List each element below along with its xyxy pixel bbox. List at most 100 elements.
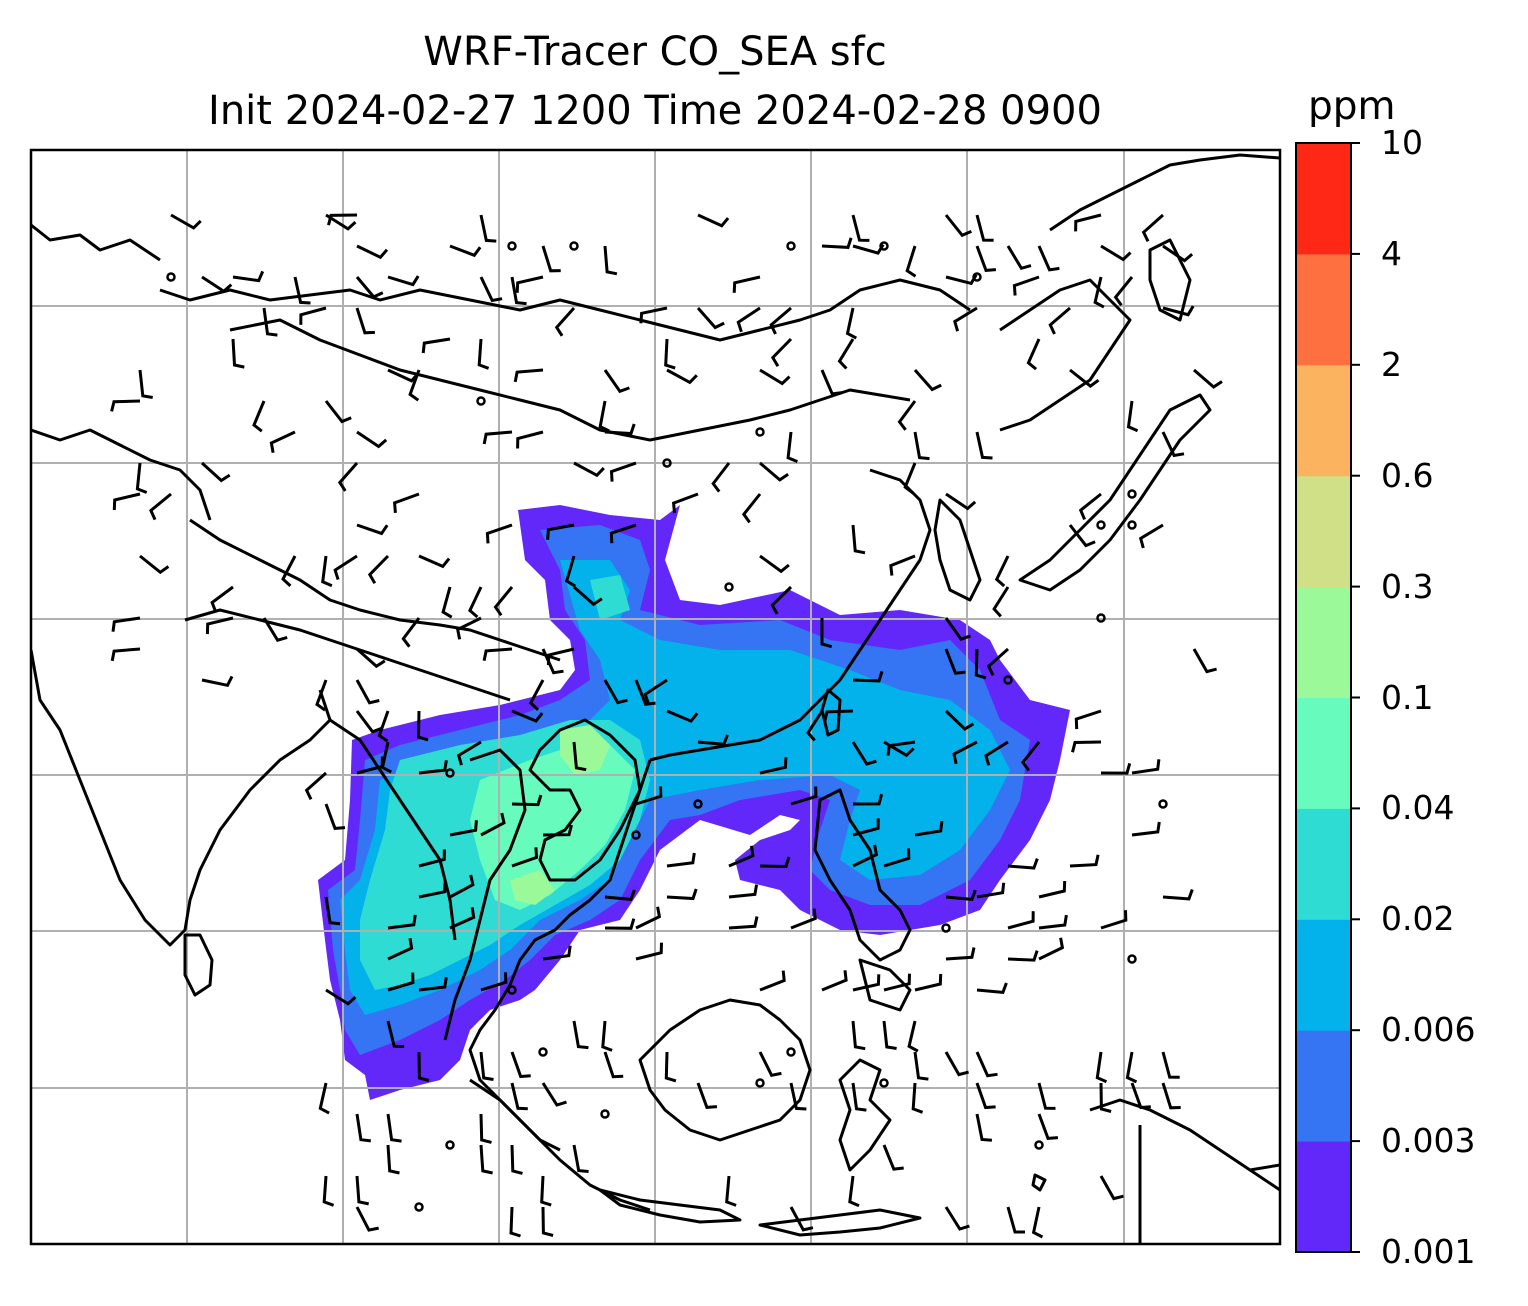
wind-barb [1037,1113,1059,1140]
wind-barb [441,586,453,619]
wind-barb [672,492,699,514]
wind-barb [944,617,972,641]
wind-barb [759,461,789,482]
wind-barb [1138,523,1164,549]
wind-barb [355,1206,379,1232]
wind-barb [1162,888,1194,901]
wind-barb [837,338,855,370]
wind-barb [944,1051,969,1077]
wind-barb [603,1051,624,1079]
wind-barb [479,1051,494,1081]
plume-level-6 [560,725,610,775]
wind-barb [728,916,759,930]
wind-barb [736,306,761,333]
taiwan-coast [820,688,842,737]
wind-barb [975,431,993,460]
wind-barb [1006,1206,1025,1234]
wind-barb [944,1206,970,1231]
wind-barb [564,555,576,588]
calm-wind-circle [445,768,455,778]
wind-barb [200,461,231,483]
wind-barb [945,273,978,286]
calm-wind-circle [662,458,672,468]
wind-barb [609,523,637,544]
wind-barb [1100,910,1128,930]
wind-barb [1099,1082,1112,1113]
wind-barb [387,275,420,287]
colorbar-tick-label: 4 [1381,233,1402,273]
wind-barb [845,307,858,340]
timor-coast [758,1208,922,1237]
wind-barb [540,1175,552,1207]
japan-coast [1018,393,1212,592]
wind-barb [711,462,731,493]
wind-barbs [110,213,1223,1239]
wind-barb [546,647,575,666]
colorbar-segment [1296,919,1351,1031]
wind-barb [293,276,311,305]
wind-barb [1007,858,1039,870]
wind-barb [356,244,389,260]
wind-barb [386,1020,405,1048]
wind-barb [418,759,448,775]
wind-barb [262,307,278,337]
wind-barb [1192,648,1217,674]
coastlines [31,153,1280,1244]
wind-barb [603,245,618,276]
wind-barb [479,1113,492,1144]
wind-barb [852,818,880,837]
wind-barb [604,918,636,930]
wind-barb [992,586,1010,618]
india-coast [31,649,332,947]
north-border [159,278,971,342]
wind-barb [635,906,662,930]
wind-barb [1069,854,1100,868]
wind-barb [1074,213,1102,232]
colorbar-tick-label: 10 [1381,123,1423,162]
wind-barb [944,709,975,731]
wind-barb [449,907,476,930]
china-east-coast [649,468,932,762]
small-island-1 [1031,1173,1047,1192]
wind-barb [889,554,916,576]
wind-barb [485,523,513,544]
wind-barb [528,679,545,711]
mongolia-border [229,318,911,442]
wind-barb [449,820,478,837]
philippines-coast [813,788,912,962]
wind-barb [387,972,415,992]
wind-barb [386,1113,402,1143]
wind-barb [479,1144,493,1175]
thailand-border [443,748,527,1041]
calm-wind-circle [476,396,486,406]
wind-barb [541,1206,554,1237]
colorbar-tick-label: 0.6 [1381,455,1434,495]
wind-barb [139,554,170,575]
wind-barb [418,554,451,569]
russia-pacific-coast [1049,153,1280,232]
russia-coast-2 [999,278,1132,432]
colorbar-tick-label: 0.1 [1381,677,1434,717]
wind-barb [1007,950,1039,962]
wind-barb [356,430,388,449]
wind-barb [456,616,482,640]
sumatra-coast [469,1078,651,1212]
wind-barb [786,431,798,463]
wind-barb [416,710,429,742]
small-island-2 [1249,1163,1280,1172]
wind-barb [554,307,576,337]
wind-barb [974,648,987,680]
wind-barb [882,1020,897,1050]
wind-barb [897,400,917,431]
wind-barb [759,856,791,869]
wind-barb [913,369,942,392]
wind-barb [725,1175,737,1207]
wind-barb [482,647,513,661]
wind-barb [1095,1051,1108,1084]
wind-barb [327,213,358,226]
wind-barb [821,970,848,992]
map-frame [29,148,1282,1246]
wind-barb [1068,524,1096,548]
wind-barb [1113,276,1134,307]
wind-barb [911,1082,924,1114]
